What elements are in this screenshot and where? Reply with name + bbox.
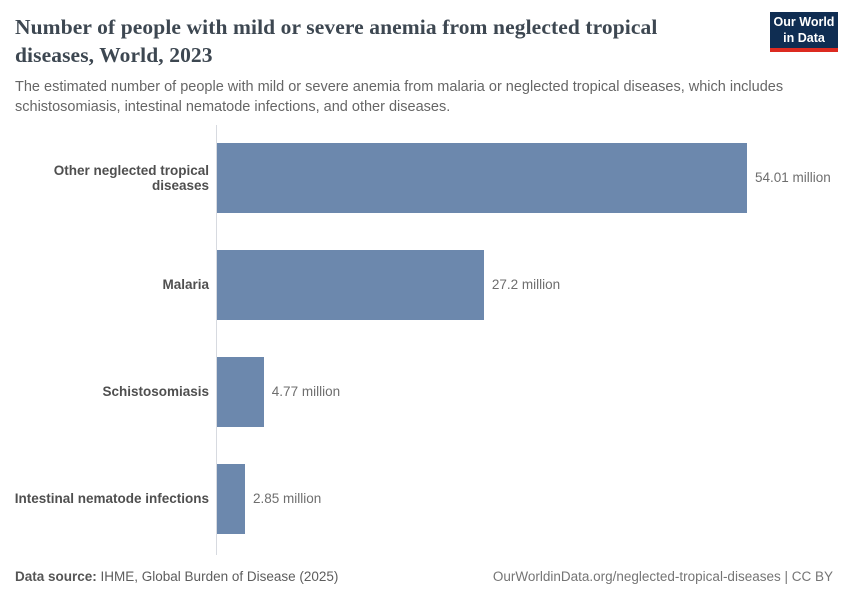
bar[interactable] [217, 249, 484, 320]
chart-footer: Data source: IHME, Global Burden of Dise… [15, 569, 833, 584]
category-label: Schistosomiasis [102, 384, 209, 399]
bar[interactable] [217, 463, 245, 534]
bar-row: Malaria 27.2 million [0, 231, 850, 338]
value-label: 4.77 million [271, 384, 341, 399]
data-source-note: Data source: IHME, Global Burden of Dise… [15, 569, 338, 584]
bar-row: Schistosomiasis 4.77 million [0, 338, 850, 445]
value-label: 2.85 million [253, 491, 322, 506]
owid-url-license[interactable]: OurWorldinData.org/neglected-tropical-di… [492, 569, 833, 584]
chart-title: Number of people with mild or severe ane… [15, 15, 658, 67]
data-source-value: IHME, Global Burden of Disease (2025) [96, 569, 339, 584]
y-axis-line [216, 125, 217, 555]
value-label: 27.2 million [491, 277, 561, 292]
category-label: Other neglected tropical diseases [53, 162, 209, 193]
bar-row: Other neglected tropical diseases 54.01 m… [0, 124, 850, 231]
category-label: Malaria [162, 277, 209, 292]
bar-rows-container: Other neglected tropical diseases 54.01 m… [0, 124, 850, 552]
owid-logo-line2: in Data [783, 31, 825, 45]
owid-logo[interactable]: Our World in Data [770, 12, 838, 52]
category-label: Intestinal nematode infections [14, 491, 209, 506]
chart-subtitle: The estimated number of people with mild… [15, 79, 784, 115]
bar[interactable] [217, 142, 747, 213]
data-source-label: Data source: [15, 569, 97, 584]
value-label: 54.01 million [755, 170, 831, 185]
bar[interactable] [217, 356, 264, 427]
bar-row: Intestinal nematode infections 2.85 milli… [0, 445, 850, 552]
owid-logo-line1: Our World [773, 15, 835, 29]
bar-chart-plot-area: Other neglected tropical diseases 54.01 m… [0, 124, 850, 556]
